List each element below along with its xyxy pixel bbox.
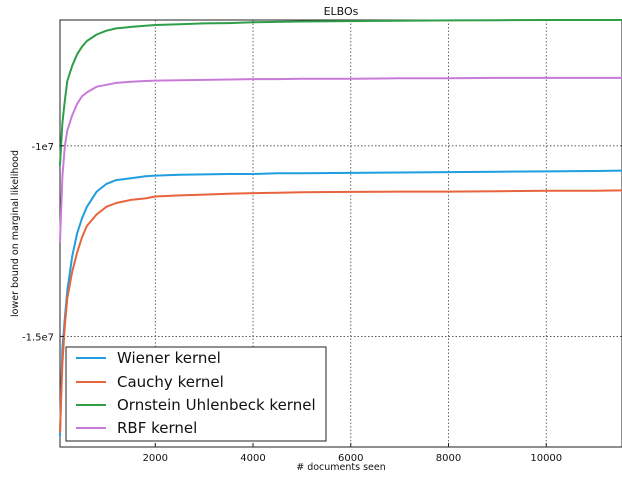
x-tick-label: 10000 <box>530 453 562 464</box>
x-tick-label: 4000 <box>240 453 265 464</box>
y-axis-label: lower bound on marginal likelihood <box>10 150 21 317</box>
x-axis-label: # documents seen <box>296 462 386 473</box>
legend: Wiener kernel Cauchy kernel Ornstein Uhl… <box>65 346 327 442</box>
y-tick-label: -1e7 <box>32 142 55 153</box>
x-tick-label: 6000 <box>338 453 363 464</box>
y-tick-label: -1.5e7 <box>22 332 54 343</box>
legend-label-wiener: Wiener kernel <box>117 349 221 367</box>
legend-label-ornstein-uhlenbeck: Ornstein Uhlenbeck kernel <box>117 396 316 414</box>
x-axis-ticks: 2000 4000 6000 8000 10000 <box>143 443 562 464</box>
series-line-rbf-kernel <box>59 76 622 243</box>
x-tick-label: 8000 <box>436 453 461 464</box>
series-line-ornstein-uhlenbeck-kernel <box>59 19 622 166</box>
y-axis-ticks: -1e7 -1.5e7 <box>22 142 64 343</box>
grid-lines <box>60 20 622 447</box>
legend-label-rbf: RBF kernel <box>117 419 197 437</box>
series-line-cauchy-kernel <box>59 189 622 433</box>
x-tick-label: 2000 <box>143 453 168 464</box>
series-line-wiener-kernel <box>59 169 622 437</box>
legend-box <box>65 346 327 442</box>
legend-label-cauchy: Cauchy kernel <box>117 373 224 391</box>
chart-title: ELBOs <box>324 5 359 18</box>
series-lines <box>59 19 622 437</box>
